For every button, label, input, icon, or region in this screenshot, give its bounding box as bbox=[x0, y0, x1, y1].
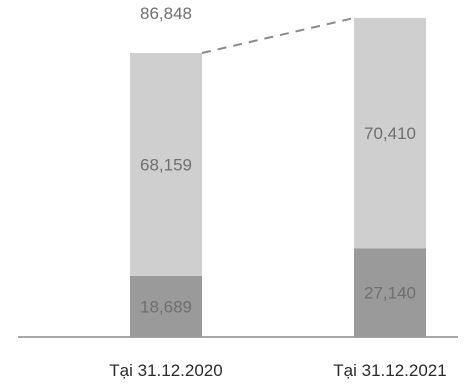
dashed-connector-line bbox=[201, 17, 355, 54]
data-label-top-1: 68,159 bbox=[140, 155, 192, 174]
data-label-top-2: 70,410 bbox=[364, 124, 416, 143]
data-label-bottom-1: 18,689 bbox=[140, 297, 192, 316]
bar-segment-bottom-2 bbox=[354, 248, 426, 337]
bar-segment-top-1 bbox=[130, 53, 202, 276]
category-label-2: Tại 31.12.2021 bbox=[333, 361, 446, 380]
bar-segment-top-2 bbox=[354, 18, 426, 249]
bar-segment-bottom-1 bbox=[130, 275, 202, 337]
total-label-1: 86,848 bbox=[140, 4, 192, 23]
category-label-1: Tại 31.12.2020 bbox=[109, 361, 222, 380]
data-label-bottom-2: 27,140 bbox=[364, 284, 416, 303]
